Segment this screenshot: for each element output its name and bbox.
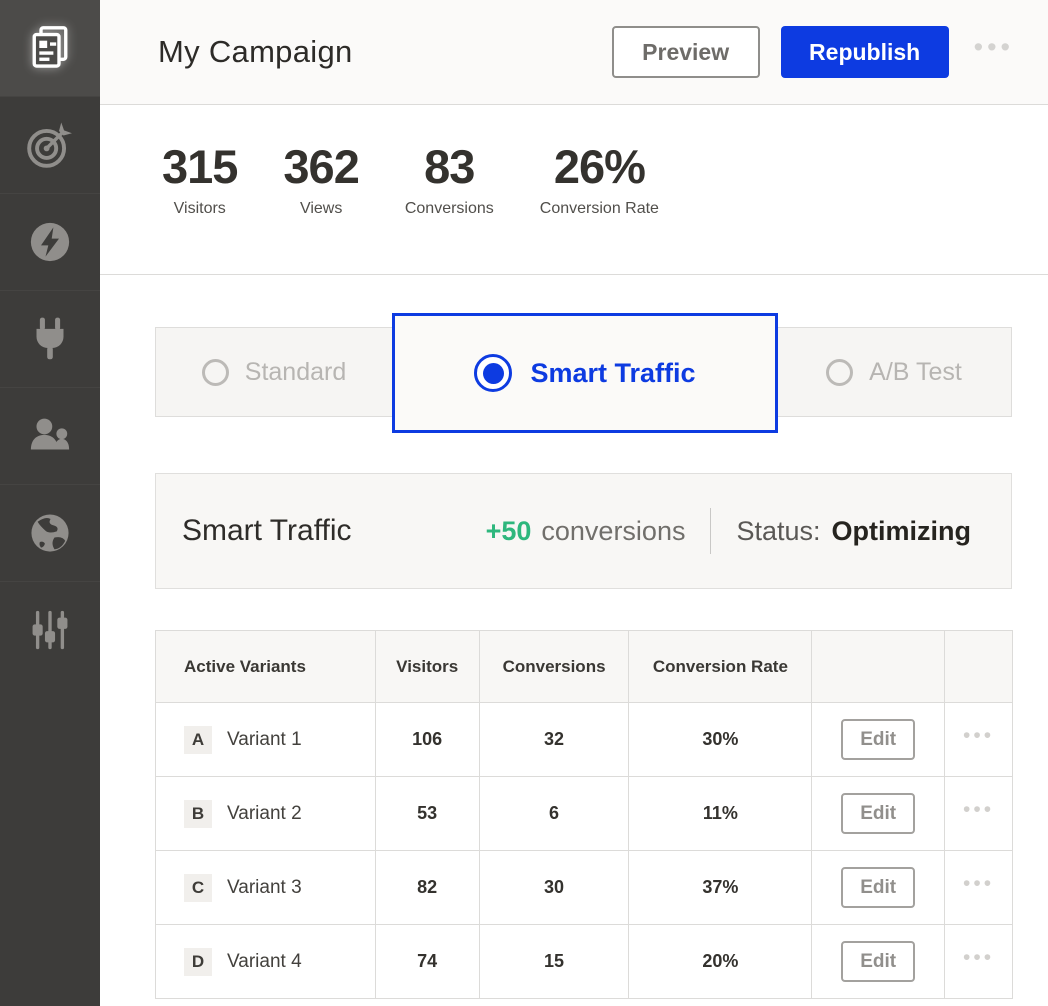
sliders-icon: [32, 610, 68, 650]
conversions-delta-unit: conversions: [541, 515, 686, 546]
column-header-more: [944, 630, 1013, 703]
mode-option-label: Smart Traffic: [530, 357, 696, 388]
conversions-value: 30: [478, 850, 630, 925]
visitors-value: 106: [374, 702, 480, 777]
variant-badge: D: [184, 947, 212, 976]
stat-label: Conversions: [404, 199, 494, 217]
radio-unselected-icon: [201, 358, 229, 386]
radio-selected-icon: [474, 354, 513, 392]
variant-name: Variant 4: [227, 950, 302, 972]
republish-button[interactable]: Republish: [780, 26, 949, 78]
radio-unselected-icon: [826, 358, 854, 386]
visitors-value: 82: [374, 850, 480, 925]
row-more-menu-icon[interactable]: •••: [963, 725, 994, 754]
variant-cell: A Variant 1: [156, 725, 375, 754]
conversion-rate-value: 37%: [628, 850, 813, 925]
stat-conversions: 83 Conversions: [405, 141, 494, 218]
variant-badge: C: [184, 873, 212, 902]
stat-value: 26%: [553, 140, 646, 193]
conversion-rate-value: 30%: [628, 702, 813, 777]
stat-views: 362 Views: [283, 140, 359, 218]
variant-cell: C Variant 3: [156, 873, 375, 902]
lightning-icon: [30, 222, 70, 262]
users-icon: [30, 418, 70, 450]
stat-label: Views: [299, 199, 343, 217]
column-header-actions: [811, 630, 946, 703]
status-value: Optimizing: [831, 515, 971, 546]
sidebar-item-domains[interactable]: [0, 484, 100, 581]
row-more-menu-icon[interactable]: •••: [963, 799, 994, 828]
table-row: B Variant 2 53 6 11% Edit •••: [155, 776, 1013, 851]
column-header-conversion-rate: Conversion Rate: [628, 630, 813, 703]
page-title: My Campaign: [158, 34, 353, 69]
table-row: D Variant 4 74 15 20% Edit •••: [155, 924, 1013, 999]
sidebar-item-audience[interactable]: [0, 387, 100, 484]
traffic-mode-selector: Standard A/B Test Smart Traffic: [155, 313, 1012, 433]
campaign-stats: 315 Visitors 362 Views 83 Conversions 26…: [100, 105, 1048, 275]
stat-value: 362: [283, 140, 359, 193]
conversion-rate-value: 11%: [628, 776, 813, 851]
app-header: My Campaign Preview Republish •••: [100, 0, 1048, 105]
visitors-value: 74: [374, 924, 480, 999]
stat-visitors: 315 Visitors: [162, 140, 238, 218]
mode-option-label: Standard: [244, 357, 347, 386]
conversions-value: 6: [478, 776, 630, 851]
sidebar: [0, 0, 100, 1006]
plug-icon: [36, 317, 64, 360]
edit-variant-button[interactable]: Edit: [841, 793, 916, 834]
sidebar-item-pages[interactable]: [0, 0, 100, 96]
header-actions: Preview Republish •••: [611, 26, 1014, 78]
pages-icon: [32, 26, 68, 68]
edit-variant-button[interactable]: Edit: [841, 719, 916, 760]
variant-name: Variant 3: [227, 876, 302, 898]
mode-option-ab-test[interactable]: A/B Test: [777, 328, 1011, 416]
sidebar-item-settings[interactable]: [0, 581, 100, 678]
edit-variant-button[interactable]: Edit: [841, 867, 916, 908]
conversions-delta: +50: [485, 515, 532, 546]
smart-traffic-title: Smart Traffic: [182, 514, 352, 547]
variant-cell: B Variant 2: [156, 799, 375, 828]
target-icon: [27, 122, 72, 168]
content-area: Standard A/B Test Smart Traffic Smart Tr…: [100, 313, 1048, 999]
row-more-menu-icon[interactable]: •••: [963, 947, 994, 976]
stat-conversion-rate: 26% Conversion Rate: [540, 141, 659, 218]
sidebar-item-goals[interactable]: [0, 96, 100, 193]
visitors-value: 53: [374, 776, 480, 851]
variant-name: Variant 2: [227, 802, 302, 824]
smart-traffic-metrics: +50 conversions Status: Optimizing: [486, 508, 971, 554]
sidebar-item-automation[interactable]: [0, 193, 100, 290]
variant-badge: A: [184, 725, 212, 754]
sidebar-item-integrations[interactable]: [0, 290, 100, 387]
column-header-conversions: Conversions: [478, 630, 630, 703]
column-header-visitors: Visitors: [374, 630, 480, 703]
conversion-rate-value: 20%: [628, 924, 813, 999]
variant-name: Variant 1: [227, 728, 302, 750]
stat-value: 83: [424, 140, 475, 193]
edit-variant-button[interactable]: Edit: [841, 941, 916, 982]
main-area: My Campaign Preview Republish ••• 315 Vi…: [100, 0, 1048, 1006]
row-more-menu-icon[interactable]: •••: [963, 873, 994, 902]
mode-option-smart-traffic[interactable]: Smart Traffic: [392, 313, 778, 433]
table-row: A Variant 1 106 32 30% Edit •••: [155, 702, 1013, 777]
variant-cell: D Variant 4: [156, 947, 375, 976]
stat-value: 315: [162, 140, 238, 193]
stat-label: Visitors: [173, 199, 226, 217]
globe-icon: [31, 514, 69, 552]
vertical-divider: [710, 508, 712, 554]
smart-traffic-panel: Smart Traffic +50 conversions Status: Op…: [155, 473, 1012, 589]
variants-table: Active Variants Visitors Conversions Con…: [155, 630, 1013, 999]
mode-option-standard[interactable]: Standard: [156, 328, 392, 416]
conversions-value: 15: [478, 924, 630, 999]
column-header-active-variants: Active Variants: [155, 630, 376, 703]
mode-option-label: A/B Test: [869, 357, 962, 386]
stat-label: Conversion Rate: [539, 199, 659, 217]
preview-button[interactable]: Preview: [611, 26, 760, 78]
conversions-value: 32: [478, 702, 630, 777]
table-header-row: Active Variants Visitors Conversions Con…: [155, 630, 1013, 703]
table-row: C Variant 3 82 30 37% Edit •••: [155, 850, 1013, 925]
variant-badge: B: [184, 799, 212, 828]
status-label: Status:: [736, 515, 821, 546]
header-more-menu-icon[interactable]: •••: [970, 33, 1014, 71]
